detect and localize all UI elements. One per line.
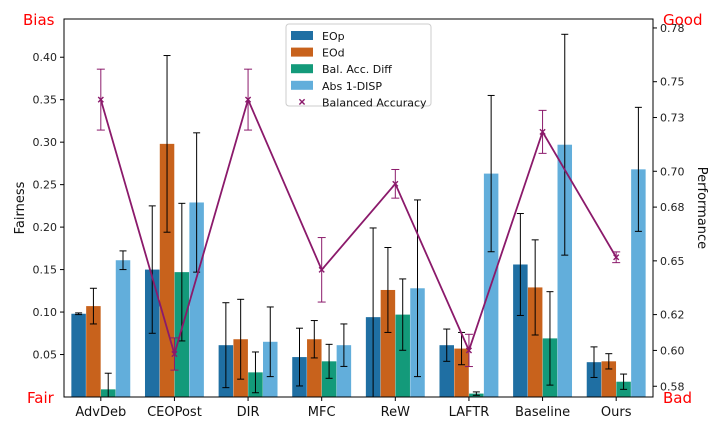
accuracy-point xyxy=(392,180,399,187)
bar xyxy=(557,144,573,397)
y-tick-label: 0.35 xyxy=(33,94,58,107)
y2-tick-label: 0.75 xyxy=(660,76,685,89)
legend-swatch xyxy=(291,47,313,57)
accuracy-point xyxy=(539,128,546,135)
x-tick-label: Ours xyxy=(601,405,632,420)
y-axis-title: Fairness xyxy=(13,181,28,234)
legend-swatch xyxy=(291,80,313,90)
y-tick-label: 0.30 xyxy=(33,136,58,149)
accuracy-point xyxy=(244,96,252,103)
plot-frame xyxy=(63,18,654,398)
bar xyxy=(336,345,352,397)
legend-marker xyxy=(298,98,306,105)
y2-axis-title: Performance xyxy=(694,167,709,249)
bar xyxy=(601,361,617,397)
accuracy-point xyxy=(613,254,620,261)
bar xyxy=(86,306,101,397)
legend-label: Abs 1-DISP xyxy=(322,80,382,93)
corner-label-bad: Bad xyxy=(663,389,692,407)
bar xyxy=(454,348,469,397)
corner-label-bias: Bias xyxy=(23,11,55,29)
corner-label-fair: Fair xyxy=(27,389,55,407)
accuracy-point xyxy=(318,266,325,273)
y2-tick-label: 0.58 xyxy=(660,380,685,393)
y2-tick-label: 0.68 xyxy=(660,201,685,214)
y2-tick-label: 0.60 xyxy=(660,344,685,357)
legend: EOp EOd Bal. Acc. Diff Abs 1-DISP Balanced A… xyxy=(285,23,432,109)
bar xyxy=(380,289,396,397)
y2-tick-label: 0.62 xyxy=(660,309,685,322)
balanced-accuracy-line xyxy=(99,96,617,358)
x-tick-label: DIR xyxy=(237,405,260,420)
bar xyxy=(115,260,131,397)
legend-label: EOp xyxy=(322,30,345,43)
y-tick-label: 0.40 xyxy=(33,51,58,64)
x-tick-label: AdvDeb xyxy=(75,405,126,420)
y-tick-label: 0.05 xyxy=(33,349,58,362)
legend-swatch xyxy=(291,64,313,74)
y-tick-label: 0.20 xyxy=(33,221,58,234)
y2-tick-label: 0.65 xyxy=(660,255,685,268)
bar xyxy=(631,169,646,397)
bar xyxy=(513,264,528,397)
bar xyxy=(71,313,86,397)
accuracy-point xyxy=(465,347,473,354)
x-tick-label: LAFTR xyxy=(449,405,490,420)
bar xyxy=(439,345,454,397)
x-tick-label: CEOPost xyxy=(147,405,202,420)
bar xyxy=(586,362,602,397)
x-tick-label: MFC xyxy=(308,405,336,420)
accuracy-point xyxy=(171,350,178,358)
axes-layer: 0.05 0.10 0.15 0.20 0.25 0.30 0.35 0.40 0.58 0.60… xyxy=(33,18,685,420)
bar xyxy=(159,143,175,397)
legend-label: Bal. Acc. Diff xyxy=(322,63,392,76)
y2-tick-label: 0.70 xyxy=(660,165,685,178)
legend-box xyxy=(285,23,432,107)
accuracy-point xyxy=(97,96,104,103)
bar xyxy=(189,202,204,397)
bars-layer xyxy=(71,33,646,398)
legend-swatch xyxy=(291,31,313,40)
legend-label: Balanced Accuracy xyxy=(322,96,427,109)
balanced-accuracy-layer xyxy=(96,68,621,371)
y-tick-label: 0.15 xyxy=(33,264,58,277)
bar xyxy=(527,287,543,397)
bar xyxy=(307,339,322,397)
corner-label-good: Good xyxy=(663,11,703,29)
y2-tick-label: 0.78 xyxy=(660,22,685,35)
y-tick-label: 0.25 xyxy=(33,179,58,192)
legend-label: EOd xyxy=(322,47,345,60)
y-tick-label: 0.10 xyxy=(33,306,58,319)
y2-tick-label: 0.73 xyxy=(660,112,685,125)
x-tick-label: ReW xyxy=(381,405,410,420)
bar xyxy=(321,361,337,397)
bar xyxy=(395,314,410,397)
x-tick-label: Baseline xyxy=(515,405,570,420)
